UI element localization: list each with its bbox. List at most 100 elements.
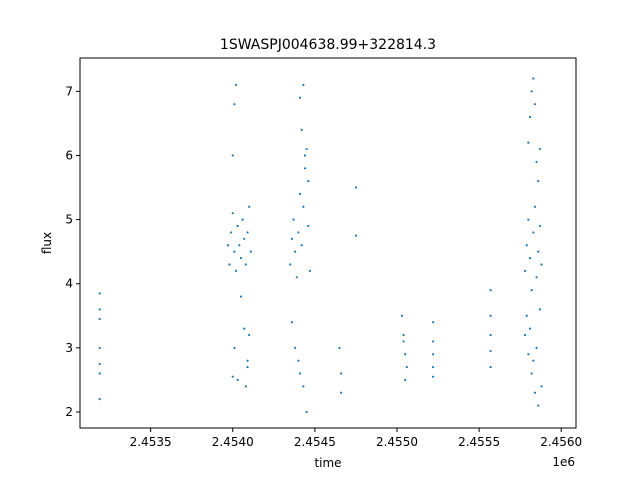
data-point (528, 327, 532, 330)
data-point (532, 231, 535, 234)
data-point (307, 224, 310, 228)
data-point (98, 346, 101, 349)
data-point (239, 295, 243, 298)
data-point (231, 375, 234, 378)
data-point (432, 365, 435, 369)
data-point (233, 103, 236, 106)
data-point (297, 359, 300, 362)
data-point (98, 398, 101, 401)
data-point (248, 205, 251, 208)
data-point (402, 333, 405, 337)
data-point (98, 292, 101, 295)
data-point (238, 244, 241, 247)
y-axis-ticks: 2 3 4 5 6 7 (65, 84, 80, 419)
data-point (340, 391, 343, 394)
data-point (532, 77, 535, 80)
data-points (98, 77, 543, 414)
data-point (537, 404, 540, 407)
data-point (305, 147, 308, 151)
data-point (530, 90, 533, 93)
data-point (489, 333, 492, 337)
y-tick-label: 3 (65, 341, 73, 355)
data-point (527, 218, 530, 221)
data-point (405, 365, 408, 369)
data-point (302, 205, 305, 208)
data-point (98, 362, 101, 365)
data-point (298, 372, 302, 375)
data-point (231, 212, 234, 215)
y-tick-label: 5 (65, 213, 73, 227)
data-point (535, 346, 538, 349)
data-point (305, 410, 308, 414)
data-point (290, 321, 293, 324)
data-point (229, 231, 233, 234)
y-tick-label: 7 (65, 84, 73, 98)
data-point (244, 385, 247, 388)
data-point (243, 327, 246, 330)
x-tick-label: 2.4545 (294, 435, 336, 449)
data-point (537, 180, 540, 183)
data-point (298, 96, 302, 99)
data-point (527, 353, 530, 356)
data-point (236, 378, 239, 382)
y-tick-label: 4 (65, 277, 73, 291)
data-point (246, 365, 249, 369)
data-point (295, 276, 298, 279)
data-point (432, 375, 435, 378)
data-point (525, 244, 528, 247)
x-axis-ticks: 2.4535 2.4540 2.4545 2.4550 2.4555 2.4560 (130, 428, 582, 449)
data-point (535, 276, 538, 279)
data-point (233, 346, 236, 349)
data-point (241, 218, 244, 221)
data-point (523, 333, 527, 337)
data-point (307, 180, 310, 183)
data-point (528, 115, 532, 119)
data-point (404, 353, 407, 356)
data-point (239, 256, 243, 260)
data-point (248, 333, 251, 337)
data-point (338, 346, 341, 349)
y-tick-label: 2 (65, 405, 73, 419)
data-point (530, 289, 533, 292)
data-point (231, 154, 234, 157)
data-point (533, 103, 537, 106)
data-point (538, 147, 541, 151)
data-point (292, 218, 295, 221)
plot-frame (79, 57, 577, 429)
y-tick-label: 6 (65, 148, 73, 162)
data-point (523, 269, 527, 272)
data-point (540, 385, 543, 388)
data-point (298, 192, 302, 196)
data-point (303, 167, 307, 170)
data-point (340, 372, 343, 375)
data-point (404, 378, 407, 382)
data-point (294, 250, 297, 253)
data-point (489, 289, 492, 292)
data-point (243, 237, 246, 240)
data-point (538, 224, 541, 228)
y-axis-label: flux (40, 232, 54, 254)
x-tick-label: 2.4540 (212, 435, 254, 449)
data-point (535, 160, 538, 163)
data-point (236, 224, 239, 228)
data-point (489, 365, 492, 369)
data-point (234, 83, 238, 87)
data-point (432, 353, 435, 356)
data-point (530, 372, 533, 375)
x-tick-label: 2.4555 (458, 435, 500, 449)
x-axis-label: time (314, 456, 341, 470)
data-point (294, 346, 297, 349)
x-tick-label: 2.4550 (376, 435, 418, 449)
x-tick-label: 2.4535 (130, 435, 172, 449)
data-point (432, 321, 435, 324)
data-point (400, 314, 404, 317)
data-point (290, 237, 293, 240)
data-point (354, 234, 358, 237)
data-point (98, 308, 101, 311)
data-point (98, 372, 101, 375)
data-point (228, 263, 231, 266)
data-point (249, 250, 252, 253)
data-point (537, 250, 540, 253)
x-axis-offset-label: 1e6 (552, 455, 575, 469)
data-point (300, 244, 303, 247)
